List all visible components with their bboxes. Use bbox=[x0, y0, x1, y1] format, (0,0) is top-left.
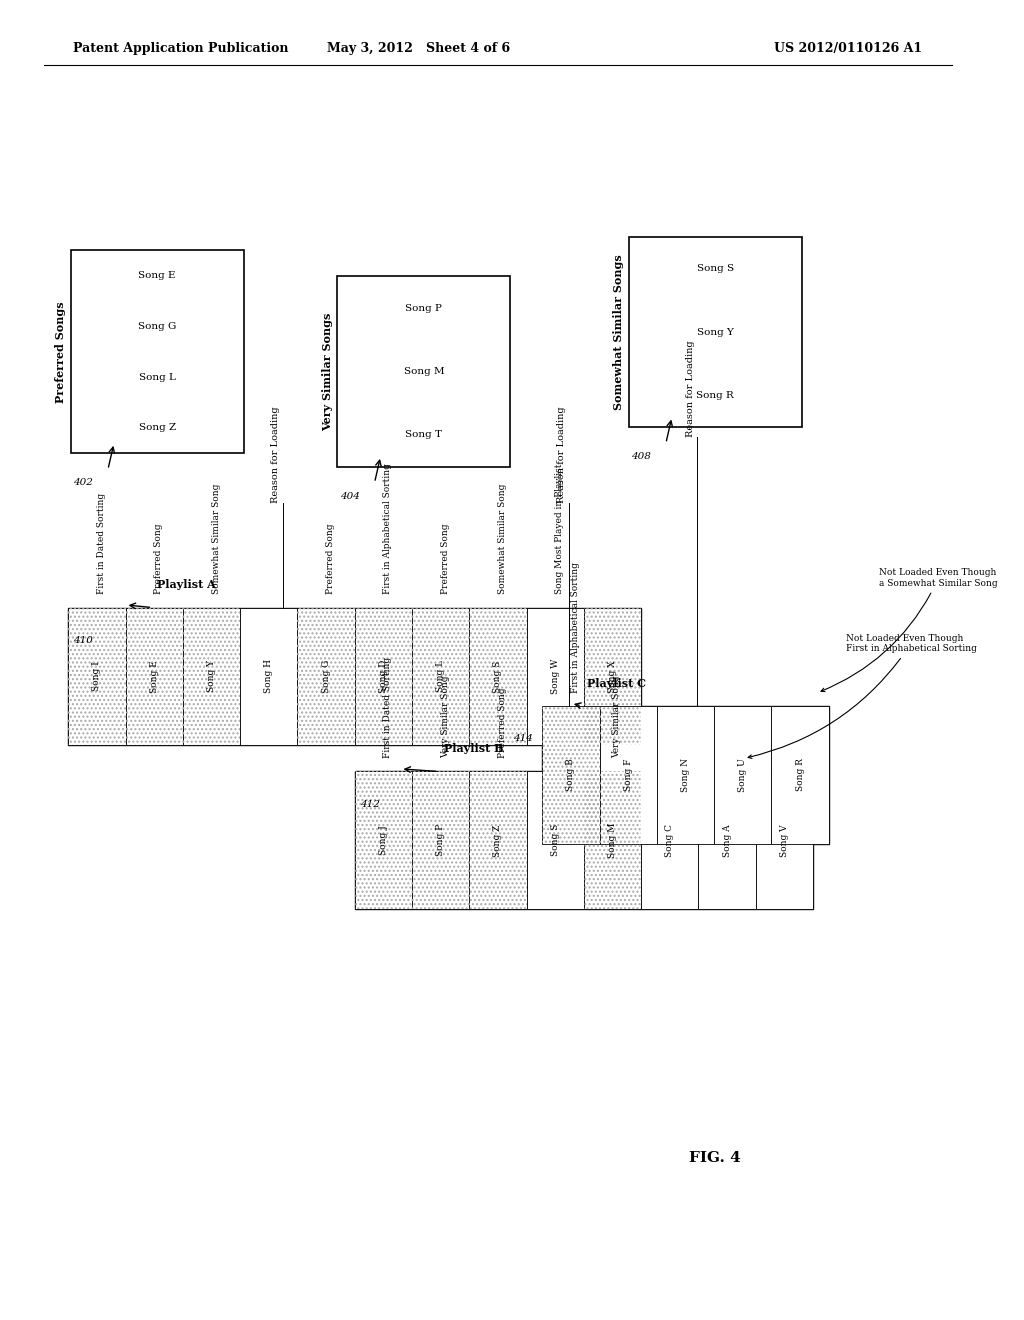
Text: Song S: Song S bbox=[551, 824, 560, 857]
Text: Song P: Song P bbox=[406, 304, 442, 313]
Text: Song I: Song I bbox=[92, 661, 101, 692]
FancyBboxPatch shape bbox=[412, 771, 469, 909]
FancyBboxPatch shape bbox=[354, 771, 813, 909]
Text: Song P: Song P bbox=[436, 824, 445, 857]
Text: 408: 408 bbox=[631, 453, 651, 461]
Text: First in Dated Sorting: First in Dated Sorting bbox=[383, 657, 392, 759]
FancyBboxPatch shape bbox=[354, 607, 412, 746]
Text: Song E: Song E bbox=[138, 271, 176, 280]
Text: Song J: Song J bbox=[379, 825, 388, 855]
Text: Song W: Song W bbox=[551, 659, 560, 694]
FancyBboxPatch shape bbox=[771, 706, 828, 843]
Text: Preferred Songs: Preferred Songs bbox=[55, 301, 67, 403]
Text: Reason for Loading: Reason for Loading bbox=[557, 407, 566, 503]
FancyBboxPatch shape bbox=[526, 607, 584, 746]
FancyBboxPatch shape bbox=[469, 607, 526, 746]
Text: First in Dated Sorting: First in Dated Sorting bbox=[97, 494, 106, 594]
FancyBboxPatch shape bbox=[756, 771, 813, 909]
FancyBboxPatch shape bbox=[641, 771, 698, 909]
Text: Song S: Song S bbox=[696, 264, 734, 273]
Text: 412: 412 bbox=[359, 800, 380, 809]
FancyBboxPatch shape bbox=[714, 706, 771, 843]
FancyBboxPatch shape bbox=[584, 771, 641, 909]
FancyBboxPatch shape bbox=[297, 607, 354, 746]
FancyBboxPatch shape bbox=[469, 771, 526, 909]
Text: Song Most Played in Playlist: Song Most Played in Playlist bbox=[555, 463, 564, 594]
Text: Song X: Song X bbox=[608, 660, 617, 693]
Text: Somewhat Similar Song: Somewhat Similar Song bbox=[498, 484, 507, 594]
Text: Reason for Loading: Reason for Loading bbox=[270, 407, 280, 503]
Text: Not Loaded Even Though
First in Alphabetical Sorting: Not Loaded Even Though First in Alphabet… bbox=[749, 634, 977, 759]
FancyBboxPatch shape bbox=[657, 706, 714, 843]
Text: Song Y: Song Y bbox=[207, 660, 216, 693]
Text: Song L: Song L bbox=[436, 660, 445, 693]
Text: Song N: Song N bbox=[681, 758, 690, 792]
Text: Song F: Song F bbox=[624, 759, 633, 791]
Text: 404: 404 bbox=[340, 491, 359, 500]
Text: Song S: Song S bbox=[494, 660, 503, 693]
Text: Somewhat Similar Songs: Somewhat Similar Songs bbox=[613, 255, 625, 411]
Text: Song D: Song D bbox=[379, 660, 388, 693]
Text: Somewhat Similar Song: Somewhat Similar Song bbox=[212, 484, 220, 594]
FancyBboxPatch shape bbox=[71, 249, 244, 453]
FancyBboxPatch shape bbox=[412, 607, 469, 746]
Text: Not Loaded Even Though
a Somewhat Similar Song: Not Loaded Even Though a Somewhat Simila… bbox=[821, 569, 997, 692]
Text: Reason for Loading: Reason for Loading bbox=[685, 341, 694, 437]
Text: Very Similar Songs: Very Similar Songs bbox=[323, 313, 333, 430]
FancyBboxPatch shape bbox=[600, 706, 657, 843]
Text: 414: 414 bbox=[513, 734, 532, 743]
Text: Preferred Song: Preferred Song bbox=[155, 524, 163, 594]
FancyBboxPatch shape bbox=[338, 276, 510, 466]
Text: FIG. 4: FIG. 4 bbox=[689, 1151, 741, 1166]
FancyBboxPatch shape bbox=[69, 607, 641, 746]
Text: Song T: Song T bbox=[406, 430, 442, 440]
Text: Preferred Song: Preferred Song bbox=[498, 688, 507, 759]
Text: Very Similar Song: Very Similar Song bbox=[612, 676, 622, 759]
FancyBboxPatch shape bbox=[183, 607, 241, 746]
Text: Patent Application Publication: Patent Application Publication bbox=[74, 42, 289, 55]
FancyBboxPatch shape bbox=[698, 771, 756, 909]
FancyBboxPatch shape bbox=[584, 607, 641, 746]
Text: Song L: Song L bbox=[139, 372, 176, 381]
Text: Song Z: Song Z bbox=[138, 424, 176, 433]
Text: 402: 402 bbox=[73, 478, 93, 487]
Text: Song V: Song V bbox=[780, 824, 788, 857]
Text: Playlist C: Playlist C bbox=[587, 678, 646, 689]
Text: Song R: Song R bbox=[696, 391, 734, 400]
Text: Song U: Song U bbox=[738, 758, 748, 792]
Text: Song G: Song G bbox=[138, 322, 176, 331]
FancyBboxPatch shape bbox=[354, 771, 412, 909]
Text: Preferred Song: Preferred Song bbox=[326, 524, 335, 594]
Text: Song Y: Song Y bbox=[696, 327, 733, 337]
Text: Playlist B: Playlist B bbox=[443, 743, 503, 755]
Text: Song C: Song C bbox=[666, 824, 674, 857]
Text: First in Alphabetical Sorting: First in Alphabetical Sorting bbox=[383, 463, 392, 594]
Text: Playlist A: Playlist A bbox=[158, 579, 216, 590]
Text: Preferred Song: Preferred Song bbox=[440, 524, 450, 594]
Text: Song E: Song E bbox=[150, 660, 159, 693]
FancyBboxPatch shape bbox=[629, 238, 802, 428]
Text: 410: 410 bbox=[73, 636, 93, 645]
Text: US 2012/0110126 A1: US 2012/0110126 A1 bbox=[774, 42, 923, 55]
Text: Song M: Song M bbox=[403, 367, 444, 376]
Text: Song B: Song B bbox=[566, 759, 575, 791]
Text: Song H: Song H bbox=[264, 660, 273, 693]
Text: First in Alphabetical Sorting: First in Alphabetical Sorting bbox=[571, 562, 580, 693]
Text: Song Z: Song Z bbox=[494, 824, 503, 857]
Text: Song A: Song A bbox=[723, 824, 731, 857]
FancyBboxPatch shape bbox=[543, 706, 600, 843]
Text: Song G: Song G bbox=[322, 660, 331, 693]
FancyBboxPatch shape bbox=[543, 706, 828, 843]
Text: Very Similar Song: Very Similar Song bbox=[440, 676, 450, 759]
FancyBboxPatch shape bbox=[526, 771, 584, 909]
FancyBboxPatch shape bbox=[69, 607, 126, 746]
FancyBboxPatch shape bbox=[126, 607, 183, 746]
Text: Song M: Song M bbox=[608, 822, 617, 858]
Text: May 3, 2012   Sheet 4 of 6: May 3, 2012 Sheet 4 of 6 bbox=[328, 42, 511, 55]
Text: Song R: Song R bbox=[796, 758, 805, 791]
FancyBboxPatch shape bbox=[241, 607, 297, 746]
